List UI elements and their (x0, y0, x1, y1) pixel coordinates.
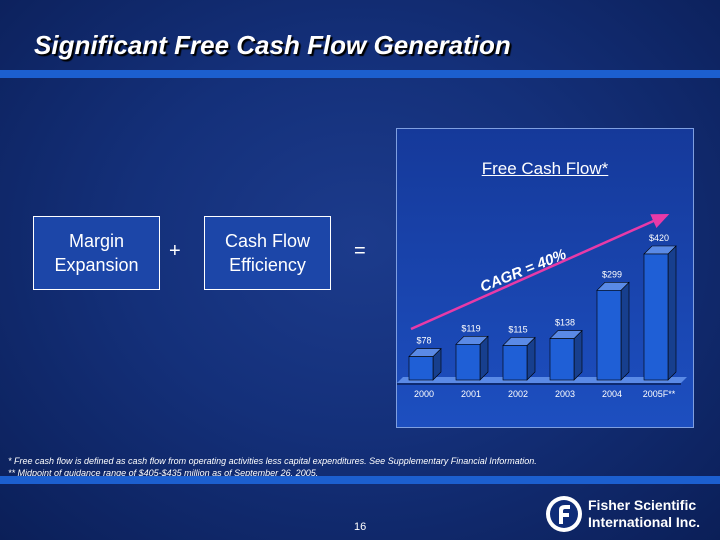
x-tick-label: 2005F** (643, 389, 676, 399)
logo-line-2: International Inc. (588, 514, 701, 530)
bottom-rule (0, 476, 720, 484)
chart-floor (397, 377, 687, 383)
x-tick-label: 2001 (461, 389, 481, 399)
margin-expansion-line2: Expansion (54, 255, 139, 275)
bar-value-label: $138 (555, 318, 575, 328)
bar-side (667, 245, 677, 381)
page-number: 16 (354, 521, 367, 533)
bar (549, 338, 575, 381)
slide-title: Significant Free Cash Flow Generation (34, 30, 511, 60)
bar-side (620, 281, 630, 381)
footnote-1: * Free cash flow is defined as cash flow… (8, 456, 537, 466)
plus-sign: + (169, 240, 181, 262)
cagr-annotation: CAGR = 40% (478, 246, 569, 296)
fcf-bar-chart: $78 2000 $119 2001 $115 2002 $138 2003 $299 2004 $… (397, 213, 687, 399)
bar-value-label: $78 (416, 336, 431, 346)
top-rule (0, 70, 720, 78)
margin-expansion-line1: Margin (68, 231, 125, 251)
x-tick-label: 2003 (555, 389, 575, 399)
bar (408, 356, 434, 381)
x-tick-label: 2000 (414, 389, 434, 399)
chart-panel: Free Cash Flow* $78 2000 $119 2001 $115 2002 $… (396, 128, 694, 428)
bar (502, 345, 528, 381)
cagr-arrow (410, 213, 670, 331)
cash-flow-efficiency-box: Cash Flow Efficiency (204, 216, 331, 290)
bar (643, 253, 669, 381)
cash-flow-efficiency-line2: Efficiency (229, 255, 306, 275)
cash-flow-efficiency-line1: Cash Flow (224, 231, 311, 251)
fisher-f-icon (546, 496, 582, 532)
equals-sign: = (354, 240, 366, 262)
bar-value-label: $420 (649, 233, 669, 243)
bar (455, 344, 481, 381)
logo-line-1: Fisher Scientific (588, 497, 697, 513)
footnote-2: ** Midpoint of guidance range of $405-$4… (8, 468, 319, 478)
bar (596, 290, 622, 381)
chart-floor-edge (397, 383, 681, 385)
company-logo: Fisher Scientific International Inc. (544, 492, 714, 536)
bar-value-label: $299 (602, 269, 622, 279)
x-tick-label: 2002 (508, 389, 528, 399)
x-tick-label: 2004 (602, 389, 622, 399)
chart-title: Free Cash Flow* (481, 159, 609, 178)
bar-side (573, 329, 583, 381)
margin-expansion-box: Margin Expansion (33, 216, 160, 290)
bar-value-label: $119 (461, 323, 480, 333)
bar-value-label: $115 (508, 325, 527, 335)
